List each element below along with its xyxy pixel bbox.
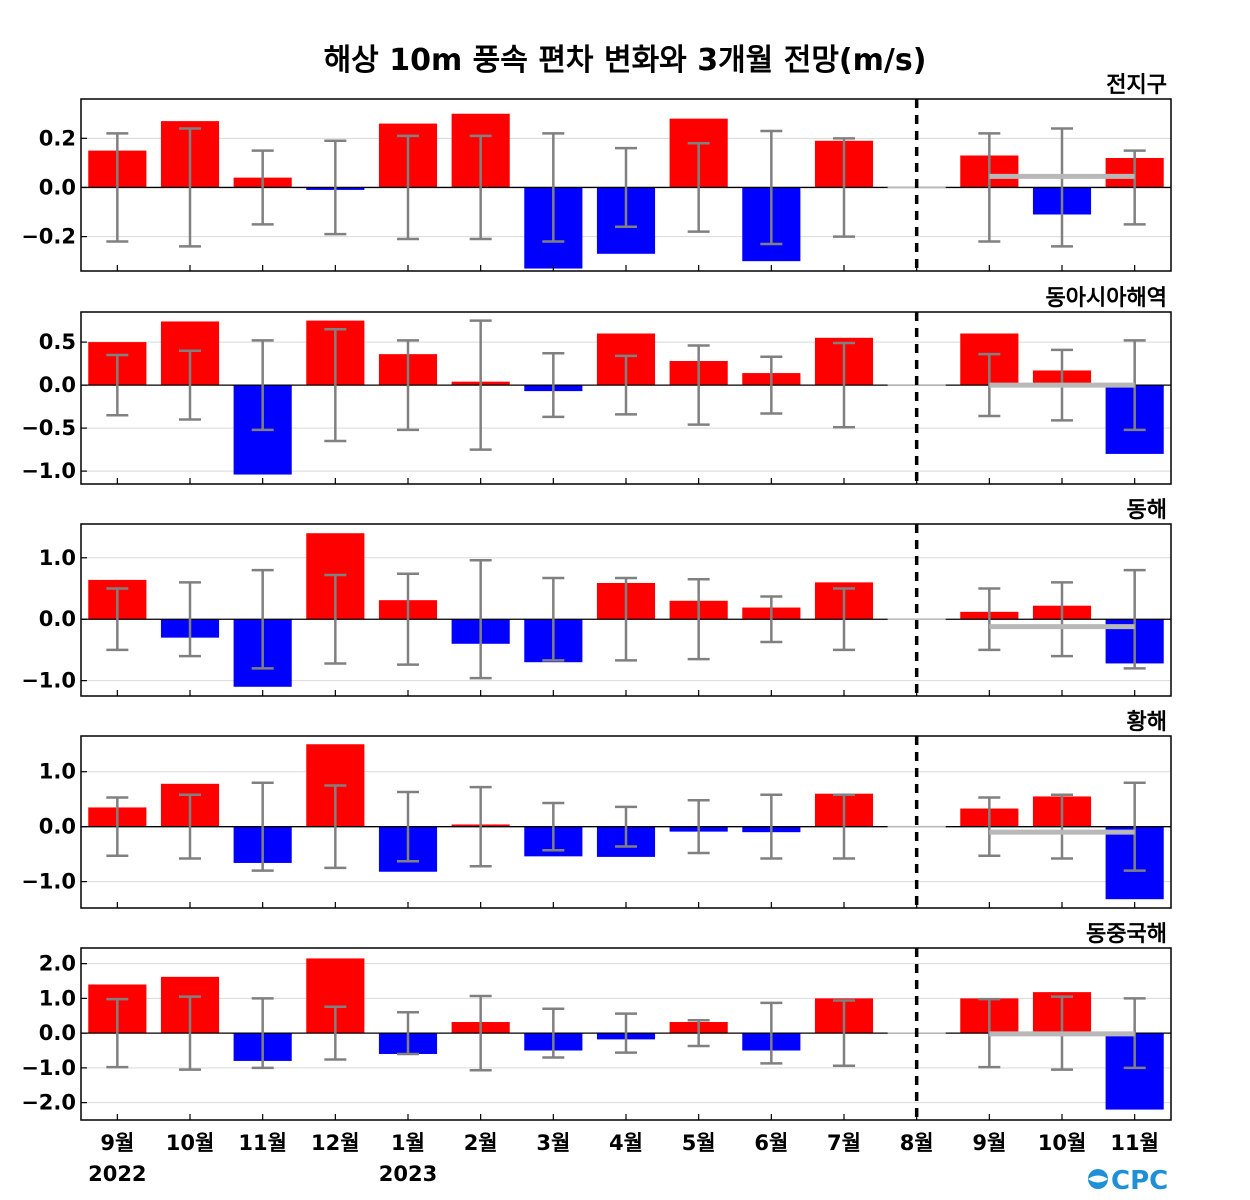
x-tick-label: 7월 — [827, 1131, 861, 1155]
x-tick-label: 4월 — [609, 1131, 643, 1155]
panel-4: 1.0 0.0 −1.0 황해 — [21, 710, 1172, 909]
year-label: 2022 — [88, 1162, 146, 1186]
chart-panels: 0.2 0.0 −0.2 전지구 0.5 0.0 −0.5 −1.0 동아시아해역 1.0 0.0 −… — [21, 73, 1172, 1121]
x-tick-label: 9월 — [100, 1131, 134, 1155]
panel-3: 1.0 0.0 −1.0 동해 — [21, 498, 1172, 697]
panel-title: 동해 — [1127, 498, 1167, 523]
panel-title: 동아시아해역 — [1046, 286, 1167, 311]
y-tick-label: 0.0 — [39, 175, 76, 199]
y-tick-label: −1.0 — [21, 1056, 76, 1080]
x-tick-label: 1월 — [391, 1131, 425, 1155]
y-tick-label: 0.0 — [39, 1021, 76, 1045]
x-tick-label: 12월 — [311, 1131, 360, 1155]
y-tick-label: −1.0 — [21, 669, 76, 693]
x-tick-label: 10월 — [166, 1131, 215, 1155]
x-tick-label: 11월 — [238, 1131, 287, 1155]
x-tick-label: 11월 — [1110, 1131, 1159, 1155]
panel-title: 황해 — [1127, 710, 1167, 735]
panel-5: 2.0 1.0 0.0 −1.0 −2.0 동중국해 — [21, 922, 1172, 1121]
x-tick-label: 9월 — [972, 1131, 1006, 1155]
x-tick-label: 3월 — [536, 1131, 570, 1155]
panel-1: 0.2 0.0 −0.2 전지구 — [21, 73, 1172, 272]
y-tick-label: 0.0 — [39, 373, 76, 397]
x-tick-label: 10월 — [1038, 1131, 1087, 1155]
x-tick-label: 6월 — [754, 1131, 788, 1155]
y-tick-label: −1.0 — [21, 459, 76, 483]
y-tick-label: 0.2 — [39, 126, 76, 150]
y-tick-label: 1.0 — [39, 760, 76, 784]
cpc-logo: CPC — [1088, 1166, 1168, 1196]
y-tick-label: 0.0 — [39, 607, 76, 631]
y-tick-label: 0.5 — [39, 330, 76, 354]
y-tick-label: 0.0 — [39, 815, 76, 839]
panel-title: 동중국해 — [1086, 922, 1167, 947]
y-tick-label: −2.0 — [21, 1091, 76, 1115]
cpc-logo-text: CPC — [1111, 1166, 1168, 1196]
y-tick-label: 2.0 — [39, 952, 76, 976]
x-tick-label: 2월 — [464, 1131, 498, 1155]
y-tick-label: −1.0 — [21, 870, 76, 894]
y-tick-label: −0.5 — [21, 416, 76, 440]
x-tick-label: 5월 — [682, 1131, 716, 1155]
x-tick-label: 8월 — [900, 1131, 934, 1155]
x-axis-labels: 9월 10월 11월 12월 1월 2월 3월 4월 5월 6월 7월 8월 9월 10월 11월 2022 2… — [88, 1131, 1159, 1186]
panel-title: 전지구 — [1106, 73, 1167, 98]
year-label: 2023 — [379, 1162, 437, 1186]
y-tick-label: 1.0 — [39, 986, 76, 1010]
chart-title: 해상 10m 풍속 편차 변화와 3개월 전망(m/s) — [324, 43, 927, 78]
y-tick-label: 1.0 — [39, 546, 76, 570]
panel-2: 0.5 0.0 −0.5 −1.0 동아시아해역 — [21, 286, 1172, 485]
cpc-logo-mark-icon — [1088, 1169, 1108, 1189]
y-tick-label: −0.2 — [21, 225, 76, 249]
